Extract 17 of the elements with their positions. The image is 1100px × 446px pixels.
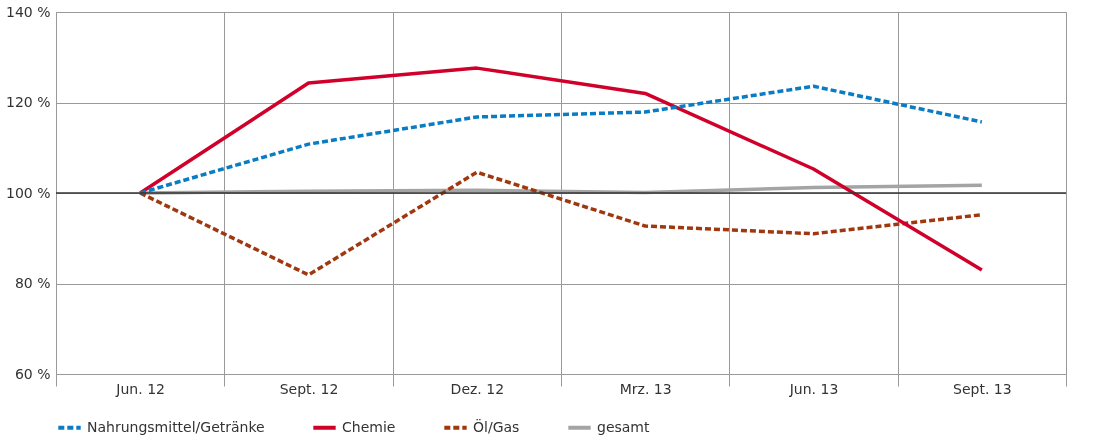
y-tick-label: 100 % xyxy=(6,184,51,201)
y-tick-label: 120 % xyxy=(6,94,51,110)
legend-label: Chemie xyxy=(342,418,396,435)
line-series xyxy=(138,84,984,195)
x-tick-label: Dez. 12 xyxy=(450,380,505,397)
legend-label: Nahrungsmittel/Getränke xyxy=(87,418,265,435)
y-tick-label: 140 % xyxy=(6,3,51,20)
y-tick-label: 60 % xyxy=(14,365,51,382)
x-tick-label: Mrz. 13 xyxy=(619,380,672,397)
line-series xyxy=(138,66,984,272)
x-tick-label: Jun. 12 xyxy=(115,380,165,397)
x-tick-label: Sept. 12 xyxy=(279,380,339,397)
legend-label: Öl/Gas xyxy=(473,417,520,435)
x-tick-label: Jun. 13 xyxy=(788,380,839,397)
y-tick-label: 80 % xyxy=(14,275,51,291)
x-tick-label: Sept. 13 xyxy=(953,380,1012,397)
legend-label: gesamt xyxy=(597,418,651,435)
